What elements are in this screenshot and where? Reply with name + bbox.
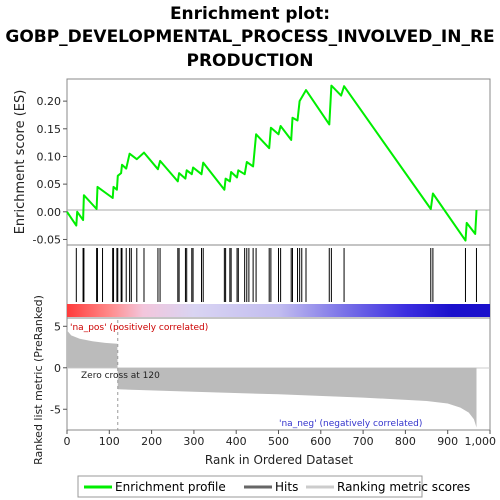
zero-cross-label: Zero cross at 120 <box>81 371 160 381</box>
x-axis-label: Rank in Ordered Dataset <box>205 453 353 467</box>
x-tick-label: 700 <box>353 435 374 448</box>
es-y-ticks: -0.05 0.00 0.05 0.10 0.15 0.20 <box>33 95 67 246</box>
es-y-tick-label: 0.05 <box>37 178 62 191</box>
legend-hits-label: Hits <box>275 480 298 494</box>
x-tick-label: 800 <box>395 435 416 448</box>
x-tick-label: 600 <box>310 435 331 448</box>
chart-title-line-1: Enrichment plot: <box>170 4 330 24</box>
legend: Enrichment profile Hits Ranking metric s… <box>77 475 470 498</box>
es-y-tick-label: 0.10 <box>37 150 62 163</box>
x-tick-label: 200 <box>141 435 162 448</box>
es-y-tick-label: 0.20 <box>37 95 62 108</box>
x-tick-label: 1,000 <box>465 435 497 448</box>
ranking-metric-area <box>67 330 477 428</box>
x-tick-label: 400 <box>226 435 247 448</box>
metric-y-tick-label: -5 <box>50 403 61 416</box>
x-tick-label: 900 <box>437 435 458 448</box>
x-tick-label: 300 <box>183 435 204 448</box>
negative-correlation-label: 'na_neg' (negatively correlated) <box>279 419 422 429</box>
enrichment-profile-line <box>66 84 478 242</box>
metric-y-ticks: -5 0 5 <box>50 320 67 416</box>
x-tick-label: 500 <box>268 435 289 448</box>
metric-panel: Zero cross at 120 'na_pos' (positively c… <box>32 295 496 467</box>
metric-y-tick-label: 5 <box>54 320 61 333</box>
es-panel: -0.05 0.00 0.05 0.10 0.15 0.20 Enrichment sco… <box>13 78 491 246</box>
chart-title-line-3: PRODUCTION <box>187 51 314 71</box>
es-y-tick-label: 0.00 <box>37 206 62 219</box>
metric-x-ticks: 0 100 200 300 400 500 600 700 800 900 1,000 <box>64 430 497 448</box>
es-y-tick-label: 0.15 <box>37 123 62 136</box>
chart-title-line-2: GOBP_DEVELOPMENTAL_PROCESS_INVOLVED_IN_R… <box>5 27 494 47</box>
x-tick-label: 100 <box>99 435 120 448</box>
x-tick-label: 0 <box>64 435 71 448</box>
es-y-tick-label: -0.05 <box>33 233 61 246</box>
legend-metric-label: Ranking metric scores <box>337 480 470 494</box>
es-panel-frame <box>66 78 491 246</box>
hits-panel <box>66 244 491 319</box>
rank-color-bar <box>67 304 490 317</box>
metric-y-axis-label: Ranked list metric (PreRanked) <box>32 295 45 465</box>
legend-enrichment-label: Enrichment profile <box>115 480 226 494</box>
hit-marks <box>75 248 477 302</box>
es-y-axis-label: Enrichment score (ES) <box>13 90 28 235</box>
positive-correlation-label: 'na_pos' (positively correlated) <box>70 323 208 333</box>
metric-y-tick-label: 0 <box>54 362 61 375</box>
